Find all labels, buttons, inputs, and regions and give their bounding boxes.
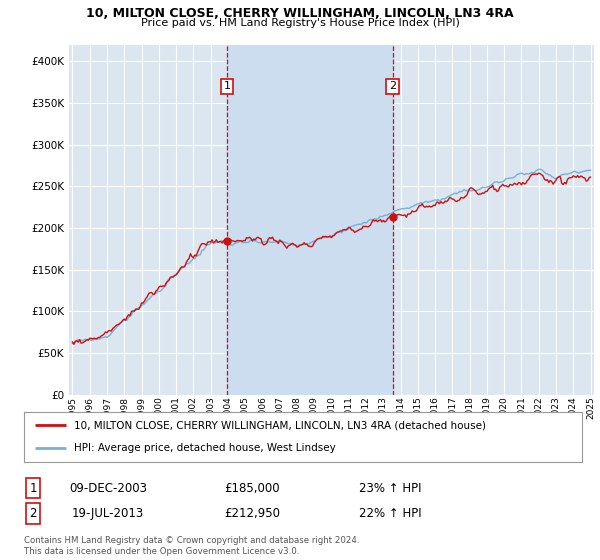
Text: 22% ↑ HPI: 22% ↑ HPI (359, 507, 421, 520)
Text: 2: 2 (389, 81, 396, 91)
Bar (227, 45, 392, 395)
Text: 1: 1 (29, 482, 37, 495)
Text: 10, MILTON CLOSE, CHERRY WILLINGHAM, LINCOLN, LN3 4RA: 10, MILTON CLOSE, CHERRY WILLINGHAM, LIN… (86, 7, 514, 20)
Text: 23% ↑ HPI: 23% ↑ HPI (359, 482, 421, 495)
Text: Contains HM Land Registry data © Crown copyright and database right 2024.
This d: Contains HM Land Registry data © Crown c… (24, 536, 359, 556)
Text: 2: 2 (29, 507, 37, 520)
Text: £212,950: £212,950 (224, 507, 280, 520)
Text: HPI: Average price, detached house, West Lindsey: HPI: Average price, detached house, West… (74, 444, 336, 454)
Text: 10, MILTON CLOSE, CHERRY WILLINGHAM, LINCOLN, LN3 4RA (detached house): 10, MILTON CLOSE, CHERRY WILLINGHAM, LIN… (74, 420, 486, 430)
Text: Price paid vs. HM Land Registry's House Price Index (HPI): Price paid vs. HM Land Registry's House … (140, 18, 460, 29)
Text: 09-DEC-2003: 09-DEC-2003 (69, 482, 147, 495)
Text: £185,000: £185,000 (224, 482, 280, 495)
Text: 1: 1 (224, 81, 230, 91)
Text: 19-JUL-2013: 19-JUL-2013 (72, 507, 144, 520)
